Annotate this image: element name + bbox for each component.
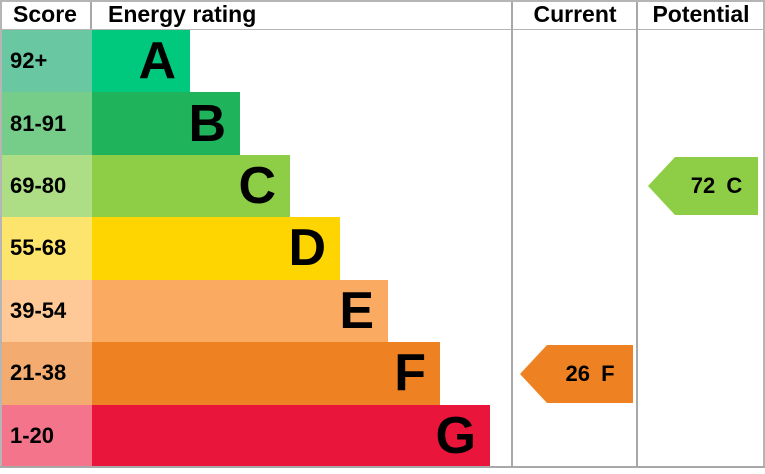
header-current: Current bbox=[533, 1, 617, 27]
band-letter: A bbox=[138, 32, 176, 91]
score-range-label: 39-54 bbox=[10, 297, 67, 323]
band-rows: 92+ A 81-91 B 69-80 C 55-68 D 39-54 E 21… bbox=[0, 30, 765, 467]
score-range-label: 55-68 bbox=[10, 235, 67, 261]
band-row-c: 69-80 C bbox=[0, 154, 765, 218]
header-score: Score bbox=[0, 0, 92, 29]
table-border-left bbox=[0, 0, 2, 468]
potential-arrow-shape bbox=[648, 157, 758, 215]
band-bar-g: G bbox=[92, 404, 490, 467]
band-letter: F bbox=[394, 344, 426, 403]
band-bar-a: A bbox=[92, 30, 190, 93]
potential-rating-value: 72 C bbox=[690, 173, 743, 198]
band-score-c: 69-80 bbox=[0, 154, 92, 218]
band-letter: D bbox=[288, 219, 326, 278]
score-range-label: 92+ bbox=[10, 48, 48, 74]
band-row-e: 39-54 E bbox=[0, 279, 765, 343]
current-rating-value: 26 F bbox=[565, 361, 615, 386]
band-score-f: 21-38 bbox=[0, 342, 92, 405]
band-bar-e: E bbox=[92, 279, 388, 343]
potential-column-divider bbox=[636, 0, 638, 468]
band-row-d: 55-68 D bbox=[0, 217, 765, 280]
band-score-a: 92+ bbox=[0, 30, 92, 93]
band-score-g: 1-20 bbox=[0, 404, 92, 467]
header-energy-rating: Energy rating bbox=[108, 1, 257, 27]
current-rating-arrow: 26 F bbox=[520, 345, 633, 403]
band-row-g: 1-20 G bbox=[0, 404, 765, 467]
band-letter: C bbox=[238, 157, 276, 216]
header-potential: Potential bbox=[652, 1, 750, 27]
table-header: Score Energy rating Current Potential bbox=[0, 0, 765, 30]
band-score-b: 81-91 bbox=[0, 92, 92, 155]
band-bar-b: B bbox=[92, 92, 240, 155]
score-range-label: 81-91 bbox=[10, 110, 67, 136]
band-letter: G bbox=[435, 406, 476, 465]
table-border-right bbox=[763, 0, 765, 468]
band-bar-d: D bbox=[92, 217, 340, 280]
score-range-label: 1-20 bbox=[10, 422, 55, 448]
table-border-top bbox=[0, 0, 765, 2]
score-range-label: 69-80 bbox=[10, 173, 67, 199]
band-bar-f: F bbox=[92, 342, 440, 405]
band-bar-c: C bbox=[92, 154, 290, 218]
band-row-a: 92+ A bbox=[0, 30, 765, 93]
current-column-divider bbox=[511, 0, 513, 468]
current-arrow-shape bbox=[520, 345, 633, 403]
potential-rating-arrow: 72 C bbox=[648, 157, 758, 215]
band-letter: E bbox=[339, 281, 374, 340]
band-score-d: 55-68 bbox=[0, 217, 92, 280]
table-border-bottom bbox=[0, 466, 765, 468]
band-score-e: 39-54 bbox=[0, 279, 92, 343]
band-row-b: 81-91 B bbox=[0, 92, 765, 155]
band-letter: B bbox=[188, 94, 226, 153]
band-row-f: 21-38 F bbox=[0, 342, 765, 405]
score-range-label: 21-38 bbox=[10, 360, 67, 386]
